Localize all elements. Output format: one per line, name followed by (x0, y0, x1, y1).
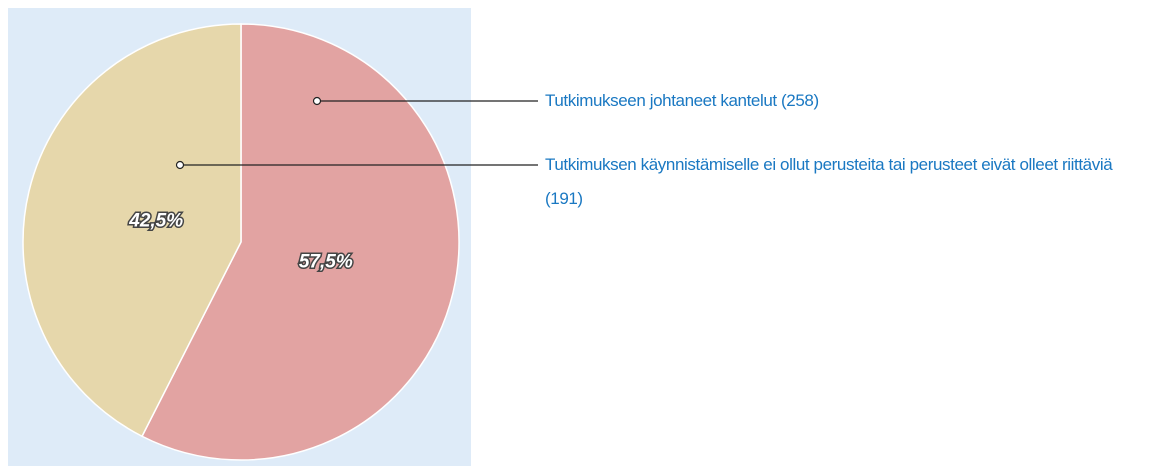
slice-label: Tutkimuksen käynnistämiselle ei ollut pe… (545, 155, 1113, 208)
pie-slice (141, 23, 460, 461)
leader-dot (312, 96, 322, 106)
leader-dot (175, 160, 185, 170)
slice-value-label: 57,5% (299, 251, 353, 272)
pie-slice (22, 23, 242, 438)
slice-label: Tutkimukseen johtaneet kantelut (258) (545, 91, 819, 110)
slice-value-label: 42,5% (128, 211, 183, 232)
